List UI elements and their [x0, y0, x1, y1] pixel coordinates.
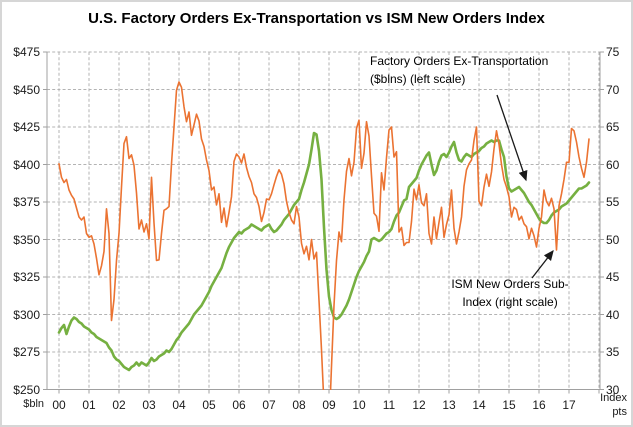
x-axis-tick-label: 14	[472, 398, 486, 412]
y-axis-tick-label: $350	[13, 232, 40, 247]
right-axis-unit-label: Index pts	[587, 391, 627, 419]
y-axis-tick-label: $475	[13, 45, 40, 59]
x-axis-tick-label: 10	[352, 398, 366, 412]
x-axis-tick-label: 12	[412, 398, 426, 412]
y-axis-tick-label: $450	[13, 82, 40, 97]
secondary-y-axis-tick-label: 70	[606, 82, 620, 97]
secondary-y-axis-tick-label: 45	[606, 270, 620, 284]
right-axis-unit-line2: pts	[612, 406, 627, 418]
x-axis-tick-label: 15	[502, 398, 516, 412]
x-axis-tick-label: 01	[82, 398, 96, 412]
y-axis-tick-label: $250	[13, 382, 40, 397]
data-series	[57, 81, 591, 390]
annotation-arrows	[496, 94, 554, 279]
x-axis-tick-label: 04	[172, 398, 186, 412]
y-axis-tick-label: $325	[13, 270, 40, 284]
y-axis-tick-label: $275	[13, 345, 40, 359]
x-axis-tick-label: 13	[442, 398, 456, 412]
x-axis-tick-label: 11	[382, 398, 396, 412]
secondary-y-axis-tick-label: 65	[606, 120, 620, 134]
secondary-y-axis-tick-label: 55	[606, 195, 620, 209]
y-axis-tick-label: $400	[13, 157, 40, 172]
x-axis-tick-label: 16	[532, 398, 546, 412]
secondary-y-axis-tick-label: 75	[606, 45, 620, 59]
x-axis-tick-label: 08	[292, 398, 306, 412]
y-axis-tick-label: $425	[13, 120, 40, 134]
left-axis-unit-label: $bln	[23, 398, 44, 410]
x-axis-tick-label: 07	[262, 398, 276, 412]
x-axis-tick-label: 09	[322, 398, 336, 412]
x-axis-tick-label: 06	[232, 398, 246, 412]
secondary-y-axis-tick-label: 30	[606, 382, 620, 397]
annotation-ism: ISM New Orders Sub- Index (right scale)	[434, 275, 586, 311]
secondary-y-axis-tick-label: 35	[606, 345, 620, 359]
y-axis-tick-label: $375	[13, 195, 40, 209]
annotation-factory-orders: Factory Orders Ex-Transportation ($blns)…	[370, 52, 548, 88]
x-axis-tick-label: 17	[562, 398, 576, 412]
ism-arrow	[531, 249, 554, 279]
x-axis-tick-label: 03	[142, 398, 156, 412]
secondary-y-axis-tick-label: 40	[606, 307, 620, 322]
factory-orders-arrow	[496, 94, 528, 182]
annotation-factory-line2: ($blns) (left scale)	[370, 72, 466, 86]
factory-orders-line	[57, 131, 591, 372]
secondary-y-axis-tick-label: 50	[606, 232, 620, 247]
chart-title: U.S. Factory Orders Ex-Transportation vs…	[88, 10, 545, 27]
annotation-ism-line2: Index (right scale)	[462, 295, 558, 309]
y-axis-tick-label: $300	[13, 307, 40, 322]
x-axis-tick-label: 00	[52, 398, 66, 412]
ism-new-orders-line	[58, 81, 590, 390]
annotation-factory-line1: Factory Orders Ex-Transportation	[370, 54, 549, 68]
x-axis-tick-label: 02	[112, 398, 126, 412]
annotation-ism-line1: ISM New Orders Sub-	[451, 277, 569, 291]
secondary-y-axis-tick-label: 60	[606, 157, 620, 172]
x-axis-tick-label: 05	[202, 398, 216, 412]
right-axis-unit-line1: Index	[600, 392, 627, 404]
